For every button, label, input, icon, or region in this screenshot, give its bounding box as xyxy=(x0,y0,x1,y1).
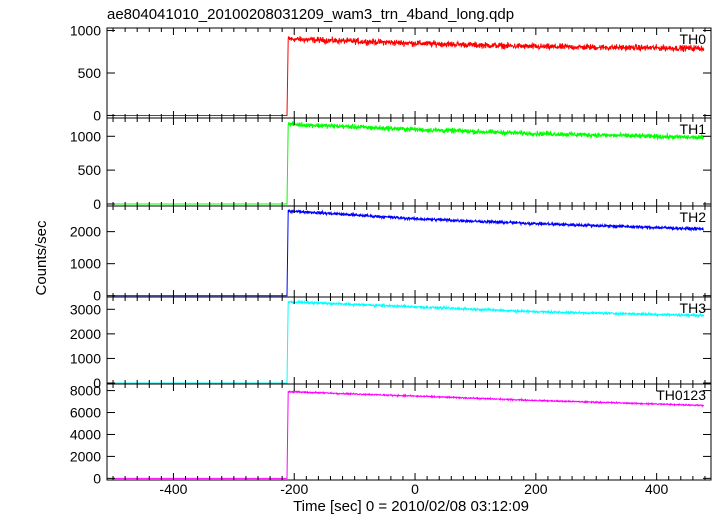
panel-label-th0123: TH0123 xyxy=(656,387,706,403)
panel-frame-th3 xyxy=(106,296,712,385)
y-tick-label: 1000 xyxy=(70,23,101,39)
panel-label-th3: TH3 xyxy=(680,300,707,316)
y-tick-label: 0 xyxy=(93,470,101,486)
y-axis-label: Counts/sec xyxy=(33,220,50,296)
series-line-th1 xyxy=(113,121,705,205)
x-axis-label: Time [sec] 0 = 2010/02/08 03:12:09 xyxy=(293,498,529,515)
y-tick-label: 0 xyxy=(93,196,101,212)
y-tick-label: 6000 xyxy=(70,405,101,421)
x-tick-label: 200 xyxy=(524,481,548,497)
panel-label-th0: TH0 xyxy=(680,31,707,47)
y-tick-label: 2000 xyxy=(70,448,101,464)
y-tick-label: 0 xyxy=(93,107,101,123)
y-tick-label: 3000 xyxy=(70,301,101,317)
panel-frame-th0 xyxy=(106,27,712,119)
panel-frame-th0123 xyxy=(106,383,712,481)
y-tick-label: 1000 xyxy=(70,350,101,366)
y-tick-label: 2000 xyxy=(70,326,101,342)
series-line-th3 xyxy=(113,299,705,384)
x-tick-label: 400 xyxy=(645,481,669,497)
x-tick-label: -200 xyxy=(280,481,308,497)
x-tick-label: -400 xyxy=(159,481,187,497)
y-tick-label: 4000 xyxy=(70,426,101,442)
y-tick-label: 500 xyxy=(78,162,102,178)
y-tick-label: 0 xyxy=(93,375,101,391)
series-line-th0 xyxy=(113,36,705,116)
series-line-th0123 xyxy=(113,390,705,479)
x-tick-label: 0 xyxy=(411,481,419,497)
y-tick-label: 1000 xyxy=(70,256,101,272)
y-tick-label: 8000 xyxy=(70,383,101,399)
panel-label-th2: TH2 xyxy=(680,209,707,225)
y-tick-label: 500 xyxy=(78,65,102,81)
chart-title: ae804041010_20100208031209_wam3_trn_4ban… xyxy=(107,6,514,23)
y-tick-label: 1000 xyxy=(70,128,101,144)
y-tick-label: 0 xyxy=(93,288,101,304)
panel-label-th1: TH1 xyxy=(680,121,707,137)
series-line-th2 xyxy=(113,208,704,297)
y-tick-label: 2000 xyxy=(70,224,101,240)
